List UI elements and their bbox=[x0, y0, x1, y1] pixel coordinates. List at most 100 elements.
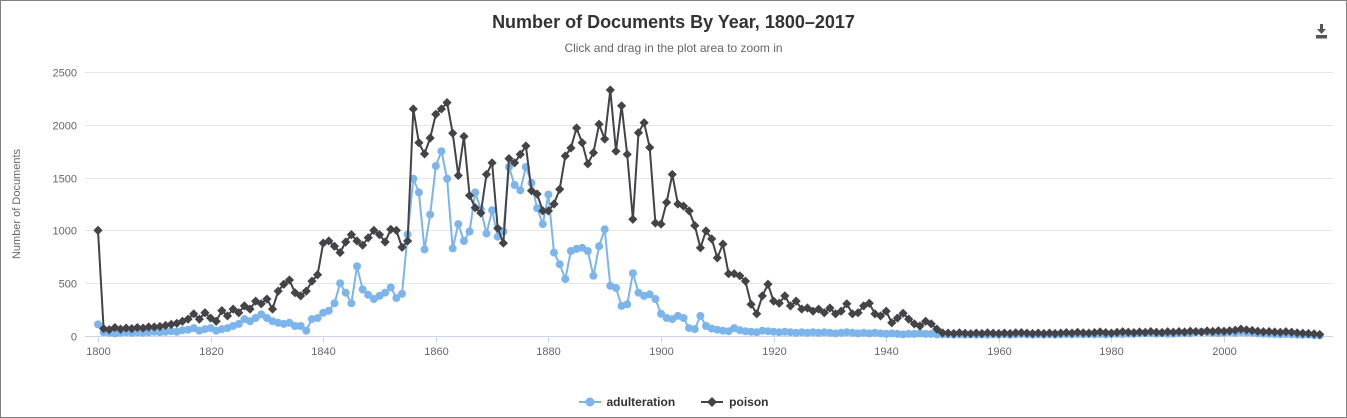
data-point-poison[interactable] bbox=[1067, 328, 1077, 338]
data-point-adulteration[interactable] bbox=[595, 242, 604, 251]
data-point-poison[interactable] bbox=[746, 299, 756, 309]
data-point-poison[interactable] bbox=[633, 128, 644, 138]
data-point-poison[interactable] bbox=[769, 296, 779, 306]
data-point-adulteration[interactable] bbox=[471, 188, 480, 197]
data-point-poison[interactable] bbox=[464, 190, 475, 201]
data-point-adulteration[interactable] bbox=[538, 220, 547, 229]
data-point-poison[interactable] bbox=[1134, 327, 1145, 337]
data-point-poison[interactable] bbox=[166, 319, 176, 329]
data-point-adulteration[interactable] bbox=[561, 275, 570, 283]
data-point-poison[interactable] bbox=[510, 158, 520, 168]
data-point-adulteration[interactable] bbox=[510, 181, 519, 189]
data-point-poison[interactable] bbox=[915, 321, 925, 331]
data-point-poison[interactable] bbox=[1202, 326, 1212, 336]
data-point-adulteration[interactable] bbox=[488, 206, 497, 215]
data-point-poison[interactable] bbox=[1292, 328, 1302, 338]
data-point-poison[interactable] bbox=[881, 306, 891, 316]
data-point-adulteration[interactable] bbox=[426, 210, 435, 219]
data-point-poison[interactable] bbox=[887, 318, 897, 328]
data-point-adulteration[interactable] bbox=[431, 162, 440, 170]
data-point-poison[interactable] bbox=[358, 240, 368, 250]
data-point-poison[interactable] bbox=[847, 309, 858, 319]
data-point-poison[interactable] bbox=[690, 221, 700, 231]
data-point-poison[interactable] bbox=[1089, 328, 1100, 338]
data-point-poison[interactable] bbox=[189, 309, 199, 319]
data-point-poison[interactable] bbox=[723, 269, 734, 279]
data-point-poison[interactable] bbox=[960, 328, 970, 338]
data-point-poison[interactable] bbox=[667, 169, 677, 180]
data-point-poison[interactable] bbox=[217, 306, 227, 316]
data-point-adulteration[interactable] bbox=[386, 283, 395, 292]
data-point-poison[interactable] bbox=[921, 316, 931, 326]
data-point-poison[interactable] bbox=[363, 233, 373, 243]
data-point-adulteration[interactable] bbox=[398, 289, 406, 298]
data-point-poison[interactable] bbox=[206, 313, 216, 323]
data-point-poison[interactable] bbox=[825, 303, 835, 313]
data-point-poison[interactable] bbox=[521, 141, 531, 151]
data-point-poison[interactable] bbox=[470, 203, 480, 213]
data-point-poison[interactable] bbox=[752, 309, 762, 319]
data-point-poison[interactable] bbox=[1168, 327, 1178, 337]
data-point-poison[interactable] bbox=[763, 279, 773, 289]
legend-item-adulteration[interactable]: adulteration bbox=[578, 395, 675, 409]
data-point-poison[interactable] bbox=[391, 225, 401, 235]
data-point-poison[interactable] bbox=[476, 208, 486, 218]
data-point-poison[interactable] bbox=[954, 328, 964, 338]
data-point-poison[interactable] bbox=[346, 230, 356, 240]
data-point-adulteration[interactable] bbox=[437, 147, 446, 156]
data-point-adulteration[interactable] bbox=[302, 326, 311, 335]
data-point-adulteration[interactable] bbox=[690, 325, 699, 334]
data-point-poison[interactable] bbox=[296, 291, 306, 301]
data-point-adulteration[interactable] bbox=[94, 320, 102, 329]
data-point-poison[interactable] bbox=[740, 276, 751, 286]
data-point-poison[interactable] bbox=[904, 314, 914, 324]
data-point-poison[interactable] bbox=[971, 328, 981, 338]
data-point-poison[interactable] bbox=[757, 291, 767, 301]
data-point-poison[interactable] bbox=[870, 309, 880, 319]
data-point-poison[interactable] bbox=[994, 328, 1004, 339]
data-point-poison[interactable] bbox=[830, 309, 841, 319]
data-point-adulteration[interactable] bbox=[324, 306, 333, 315]
data-point-adulteration[interactable] bbox=[234, 319, 243, 328]
data-point-poison[interactable] bbox=[1236, 324, 1246, 334]
data-point-adulteration[interactable] bbox=[550, 248, 558, 257]
data-point-poison[interactable] bbox=[1005, 328, 1015, 339]
data-point-poison[interactable] bbox=[222, 311, 233, 321]
data-point-poison[interactable] bbox=[1016, 328, 1026, 338]
data-point-poison[interactable] bbox=[1146, 326, 1156, 337]
data-point-adulteration[interactable] bbox=[420, 245, 429, 254]
data-point-adulteration[interactable] bbox=[657, 309, 665, 318]
data-point-poison[interactable] bbox=[369, 225, 379, 235]
data-point-poison[interactable] bbox=[1056, 328, 1066, 338]
data-point-poison[interactable] bbox=[1011, 328, 1021, 338]
data-point-poison[interactable] bbox=[1179, 327, 1190, 337]
data-point-poison[interactable] bbox=[875, 311, 886, 321]
data-point-poison[interactable] bbox=[1264, 326, 1274, 337]
data-point-poison[interactable] bbox=[1247, 325, 1257, 336]
data-point-adulteration[interactable] bbox=[251, 314, 260, 322]
data-point-poison[interactable] bbox=[234, 308, 244, 318]
data-point-poison[interactable] bbox=[1208, 326, 1218, 336]
data-point-poison[interactable] bbox=[1095, 327, 1105, 337]
data-point-poison[interactable] bbox=[842, 299, 852, 309]
data-point-poison[interactable] bbox=[301, 286, 311, 296]
data-point-poison[interactable] bbox=[335, 247, 345, 258]
data-point-poison[interactable] bbox=[571, 123, 582, 133]
data-point-poison[interactable] bbox=[459, 131, 469, 142]
data-point-poison[interactable] bbox=[127, 324, 137, 334]
data-point-poison[interactable] bbox=[943, 328, 953, 338]
data-point-poison[interactable] bbox=[555, 184, 565, 194]
data-point-adulteration[interactable] bbox=[313, 314, 322, 322]
data-point-poison[interactable] bbox=[859, 301, 869, 311]
data-point-poison[interactable] bbox=[1027, 328, 1038, 339]
data-point-poison[interactable] bbox=[656, 219, 666, 229]
data-point-poison[interactable] bbox=[1191, 326, 1201, 337]
data-point-poison[interactable] bbox=[1298, 328, 1308, 338]
data-point-poison[interactable] bbox=[442, 98, 452, 108]
data-point-poison[interactable] bbox=[403, 236, 413, 246]
data-point-poison[interactable] bbox=[701, 226, 711, 236]
data-point-poison[interactable] bbox=[200, 308, 210, 318]
data-point-poison[interactable] bbox=[1112, 327, 1122, 338]
data-point-poison[interactable] bbox=[926, 319, 936, 329]
